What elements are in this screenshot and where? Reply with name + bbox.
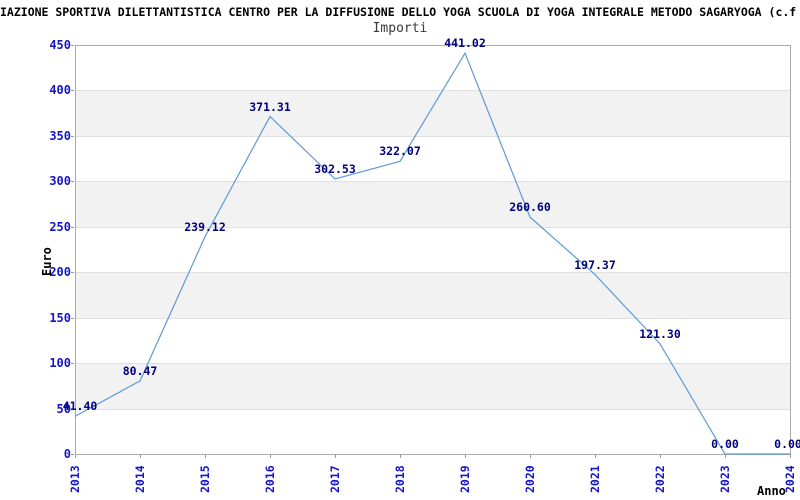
data-point-label: 239.12 bbox=[184, 219, 226, 234]
grid-band bbox=[75, 272, 790, 318]
grid-band bbox=[75, 90, 790, 136]
x-tick-label: 2021 bbox=[588, 465, 602, 493]
x-tick-mark bbox=[660, 455, 661, 458]
data-point-label: 197.37 bbox=[574, 257, 616, 272]
y-tick-mark bbox=[71, 454, 74, 455]
y-tick-label: 150 bbox=[49, 310, 71, 325]
grid-line bbox=[75, 363, 790, 365]
x-tick-mark bbox=[335, 455, 336, 458]
y-tick-label: 50 bbox=[56, 401, 71, 416]
x-tick-label: 2015 bbox=[198, 465, 212, 493]
x-tick-mark bbox=[595, 455, 596, 458]
x-tick-label: 2023 bbox=[718, 465, 732, 493]
x-tick-mark bbox=[465, 455, 466, 458]
grid-line bbox=[75, 226, 790, 228]
y-axis-title: Euro bbox=[40, 247, 54, 276]
y-tick-label: 250 bbox=[49, 219, 71, 234]
grid-band bbox=[75, 363, 790, 409]
data-point-label: 322.07 bbox=[379, 144, 421, 159]
y-tick-label: 300 bbox=[49, 174, 71, 189]
plot-area bbox=[75, 45, 790, 454]
y-tick-mark bbox=[71, 408, 74, 410]
y-tick-mark bbox=[71, 272, 74, 274]
y-tick-label: 200 bbox=[49, 265, 71, 280]
x-tick-mark bbox=[205, 455, 206, 458]
x-tick-mark bbox=[75, 455, 76, 458]
data-point-label: 441.02 bbox=[444, 36, 486, 51]
data-point-label: 41.40 bbox=[62, 399, 98, 414]
y-tick-mark bbox=[71, 363, 74, 365]
x-tick-mark bbox=[400, 455, 401, 458]
data-point-label: 302.53 bbox=[314, 162, 356, 177]
y-tick-mark bbox=[71, 226, 74, 228]
y-tick-mark bbox=[71, 135, 74, 137]
x-tick-mark bbox=[530, 455, 531, 458]
data-point-label: 371.31 bbox=[249, 99, 291, 114]
grid-line bbox=[75, 317, 790, 319]
x-tick-label: 2014 bbox=[133, 465, 147, 493]
x-tick-label: 2018 bbox=[393, 465, 407, 493]
x-tick-mark bbox=[725, 455, 726, 458]
y-tick-mark bbox=[71, 181, 74, 183]
x-tick-mark bbox=[270, 455, 271, 458]
grid-line bbox=[75, 272, 790, 274]
data-point-label: 121.30 bbox=[639, 326, 681, 341]
chart-subtitle: Importi bbox=[372, 21, 428, 36]
x-tick-mark bbox=[140, 455, 141, 458]
data-point-label: 80.47 bbox=[122, 363, 158, 378]
data-point-label: 260.60 bbox=[509, 200, 551, 215]
x-tick-mark bbox=[790, 455, 791, 458]
x-tick-label: 2017 bbox=[328, 465, 342, 493]
y-tick-label: 350 bbox=[49, 128, 71, 143]
y-tick-mark bbox=[71, 45, 74, 46]
y-tick-label: 0 bbox=[63, 447, 71, 461]
grid-line bbox=[75, 181, 790, 183]
y-tick-label: 450 bbox=[49, 38, 71, 52]
y-tick-label: 400 bbox=[49, 83, 71, 98]
x-tick-label: 2020 bbox=[523, 465, 537, 493]
data-point-label: 0.00 bbox=[774, 437, 800, 451]
y-tick-label: 100 bbox=[49, 356, 71, 371]
grid-band bbox=[75, 181, 790, 227]
x-tick-label: 2013 bbox=[68, 465, 82, 493]
grid-line bbox=[75, 90, 790, 92]
chart-title: IAZIONE SPORTIVA DILETTANTISTICA CENTRO … bbox=[0, 5, 797, 19]
x-tick-label: 2016 bbox=[263, 465, 277, 493]
x-axis-title: Anno bbox=[757, 484, 786, 498]
x-tick-label: 2022 bbox=[653, 465, 667, 493]
data-point-label: 0.00 bbox=[711, 437, 739, 451]
y-tick-mark bbox=[71, 317, 74, 319]
grid-line bbox=[75, 408, 790, 410]
x-tick-label: 2019 bbox=[458, 465, 472, 493]
grid-line bbox=[75, 135, 790, 137]
y-tick-mark bbox=[71, 90, 74, 92]
